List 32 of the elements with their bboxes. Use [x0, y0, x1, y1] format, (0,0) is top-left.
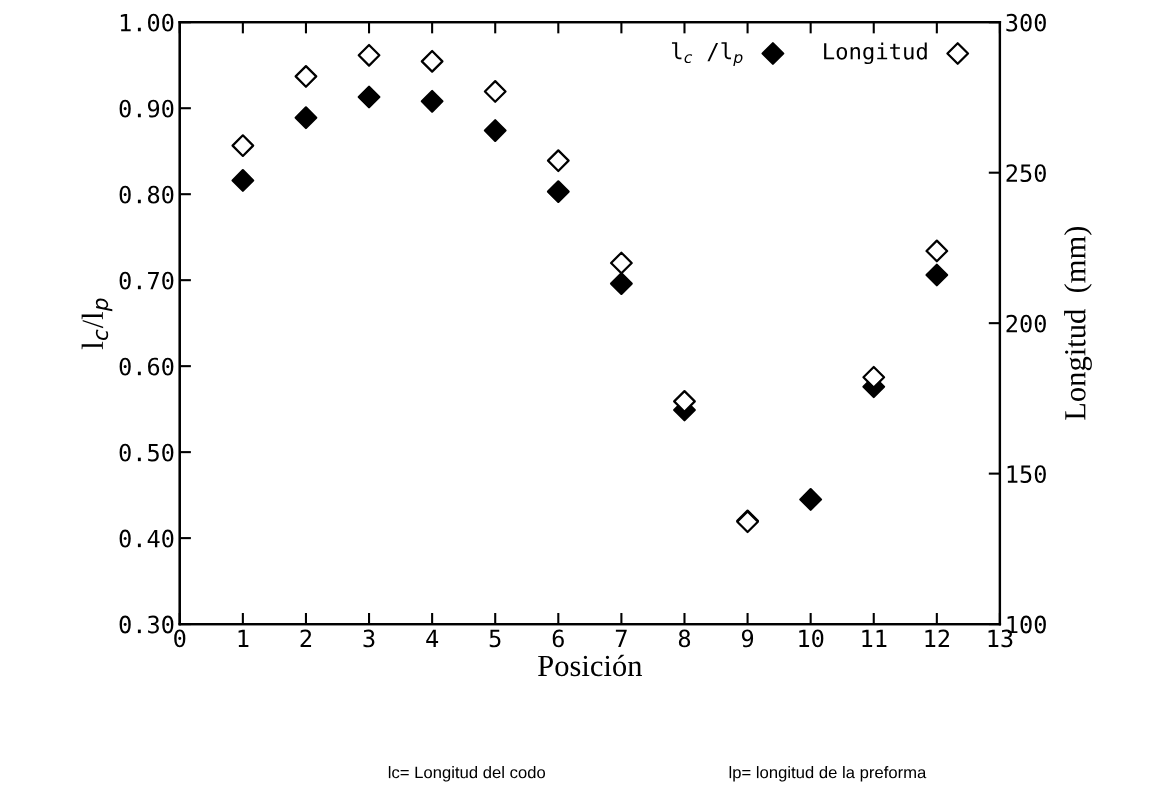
- y-tick-label: 0.40: [119, 529, 174, 548]
- x-tick-label: 3: [363, 629, 375, 648]
- x-tick-label: 0: [174, 629, 186, 648]
- x-axis-title: Posición: [538, 654, 643, 677]
- y2-tick-label: 250: [1006, 164, 1046, 183]
- y-tick-label: 0.30: [119, 615, 174, 634]
- y-tick-label: 0.90: [119, 99, 174, 118]
- x-tick-label: 8: [678, 629, 691, 648]
- y2-tick-label: 300: [1006, 13, 1046, 32]
- x-tick-label: 6: [552, 629, 564, 648]
- text: lp= longitud de la preforma: [729, 766, 927, 782]
- y2-tick-label: 200: [1006, 314, 1046, 333]
- y-tick-label: 0.80: [119, 185, 174, 204]
- x-tick-label: 7: [615, 629, 627, 648]
- x-tick-label: 9: [741, 629, 754, 648]
- y2-axis-title: Longitud (mm): [1064, 226, 1092, 420]
- y-tick-label: 0.70: [119, 271, 174, 290]
- x-tick-label: 1: [238, 629, 249, 648]
- x-tick-label: 12: [925, 629, 950, 648]
- x-tick-label: 2: [300, 629, 312, 648]
- legend-label: Longitud: [824, 42, 927, 65]
- y-tick-label: 1.00: [120, 13, 174, 32]
- x-tick-label: 5: [489, 629, 501, 648]
- y-tick-label: 0.50: [119, 443, 174, 462]
- text: lc= Longitud del codo: [388, 766, 546, 782]
- y-tick-label: 0.60: [119, 357, 174, 376]
- x-tick-label: 11: [862, 629, 887, 648]
- legend-label: l$_{c}$ /l$_{p}$: [671, 42, 743, 67]
- x-tick-label: 10: [799, 629, 824, 648]
- y2-tick-label: 150: [1007, 465, 1046, 483]
- x-tick-label: 4: [426, 629, 439, 648]
- y-axis-title: l$_{c}$/l$_{p}$: [81, 298, 113, 350]
